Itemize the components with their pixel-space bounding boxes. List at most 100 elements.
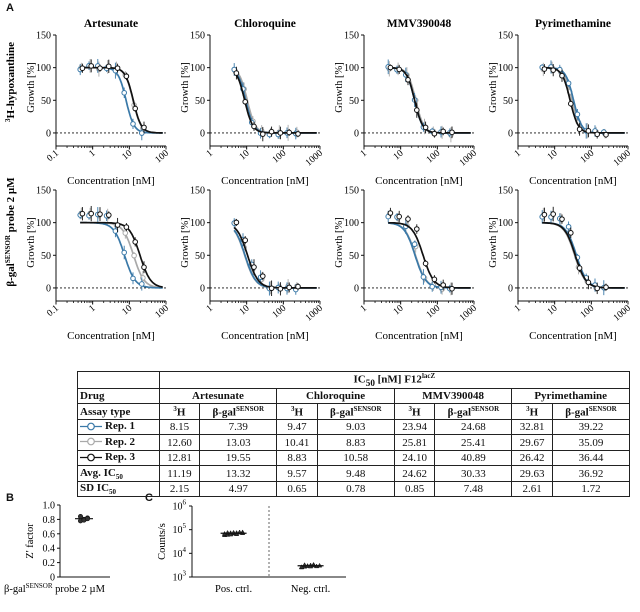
x-axis-label: Concentration [nM] [529, 175, 617, 187]
x-tick-label: 100 [271, 148, 289, 165]
data-point [449, 129, 455, 136]
x-label-main: β-gal [4, 584, 26, 595]
table-cell: 36.44 [551, 449, 631, 467]
data-point [123, 73, 130, 80]
y-tick-label: 0 [46, 128, 51, 139]
x-tick-label: 1 [359, 303, 369, 314]
table-cell: 26.42 [511, 449, 553, 467]
x-tick-label: 1 [205, 148, 215, 159]
stat-sub: 50 [115, 472, 123, 481]
data-point [277, 286, 284, 292]
row-label-hypoxanthine-prefix: 3 [4, 118, 12, 122]
rep-label: Rep. 1 [105, 420, 135, 433]
table-cell: 12.60 [158, 434, 201, 451]
table-cell: 40.89 [434, 449, 513, 467]
y-axis-label: Growth [%] [180, 217, 191, 267]
table-cell: 9.57 [276, 465, 318, 482]
x-axis-label: Concentration [nM] [67, 330, 155, 342]
table-cell: 2.15 [158, 480, 201, 498]
dose-curve [80, 66, 163, 134]
x-axis-label: Concentration [nM] [221, 330, 309, 342]
dose-curve [388, 66, 471, 134]
assay-bgal-main: β-gal [330, 406, 354, 419]
row-label-bgal-sup: SENSOR [4, 234, 12, 263]
data-point [576, 265, 583, 271]
drug-mmv390048: MMV390048 [393, 387, 513, 405]
table-cell: 39.22 [551, 418, 631, 436]
dose-curve [80, 66, 163, 134]
data-point [414, 226, 420, 232]
ic50-table: IC50 [nM] F12lacZ Drug Artesunate Chloro… [77, 371, 631, 498]
y-tick-label: 100 [36, 63, 51, 74]
data-point [541, 66, 548, 72]
data-point [260, 131, 266, 137]
data-point [568, 230, 574, 236]
x-tick-label: 1000 [612, 148, 633, 168]
table-body: Rep. 1 8.15 7.39 9.47 9.03 23.94 24.68 32.81 39.… [77, 418, 631, 498]
x-tick-label: 1 [205, 303, 215, 314]
table-cell: 24.62 [393, 465, 436, 482]
y-tick-label: 1.0 [43, 501, 56, 512]
x-tick-label: 1000 [304, 148, 325, 168]
tick-base: 10 [173, 573, 183, 584]
y-tick-label: 105 [173, 522, 187, 536]
dose-curve [233, 226, 317, 289]
x-tick-label: 100 [271, 303, 289, 320]
y-tick-label: 100 [498, 63, 513, 74]
data-point [411, 241, 418, 248]
y-tick-label: 0 [508, 128, 513, 139]
data-point [277, 130, 284, 136]
table-cell: 12.81 [158, 449, 201, 467]
x-tick-label: 1 [513, 148, 523, 159]
x-tick-label: 10 [121, 303, 135, 317]
row-label-hypoxanthine: 3H-hypoxanthine [4, 42, 17, 122]
data-point [387, 210, 394, 216]
data-point [141, 264, 147, 271]
y-tick-label: 0 [46, 283, 51, 294]
table-header-row: IC50 [nM] F12lacZ [77, 371, 631, 389]
dose-response-chart: 0 50 100 150 1 10 100 1000 Concentration [nM] Gro… [488, 186, 633, 343]
data-point [603, 284, 609, 291]
y-tick-label: 50 [349, 251, 359, 262]
table-cell: 0.78 [316, 480, 395, 498]
data-point [233, 70, 240, 76]
data-point [260, 273, 266, 279]
data-point [550, 67, 557, 73]
data-point [286, 284, 293, 291]
assay-3h-sup: 3 [408, 404, 413, 413]
x-tick-label: 1 [88, 303, 98, 314]
data-point [268, 285, 275, 292]
tick-base: 10 [173, 549, 183, 560]
tick-base: 10 [173, 525, 183, 536]
x-axis-label: Concentration [nM] [529, 330, 617, 342]
x-tick-label: 100 [154, 148, 172, 165]
x-label-suffix: probe 2 µM [53, 584, 106, 595]
y-tick-label: 100 [344, 218, 359, 229]
dose-curve [80, 221, 163, 288]
stat-sub: 50 [109, 488, 117, 497]
row-label: Avg. IC50 [77, 465, 160, 482]
data-point [576, 126, 583, 133]
assay-bgal-sup: SENSOR [353, 404, 382, 413]
table-cell: 24.68 [434, 418, 513, 436]
assay-bgal-3: β-galSENSOR [551, 403, 631, 420]
table-title: IC50 [nM] F12lacZ [158, 371, 631, 389]
legend-marker-icon [80, 437, 102, 446]
data-point [574, 111, 581, 118]
data-point [422, 124, 429, 131]
x-tick-label: 10 [392, 148, 406, 162]
y-tick-label: 104 [173, 546, 187, 560]
data-point [565, 223, 572, 230]
data-point [431, 130, 438, 137]
table-cell: 8.15 [158, 418, 201, 436]
data-point [132, 105, 138, 112]
stat-label: Avg. IC [80, 466, 116, 479]
data-point [396, 213, 403, 220]
assay-3h-main: H [176, 406, 186, 419]
table-title-mid: [nM] F12 [374, 373, 422, 386]
assay-3h-main: H [529, 406, 539, 419]
data-point [122, 230, 129, 236]
y-axis-label: Growth [%] [26, 217, 37, 267]
table-cell: 9.48 [316, 465, 395, 482]
